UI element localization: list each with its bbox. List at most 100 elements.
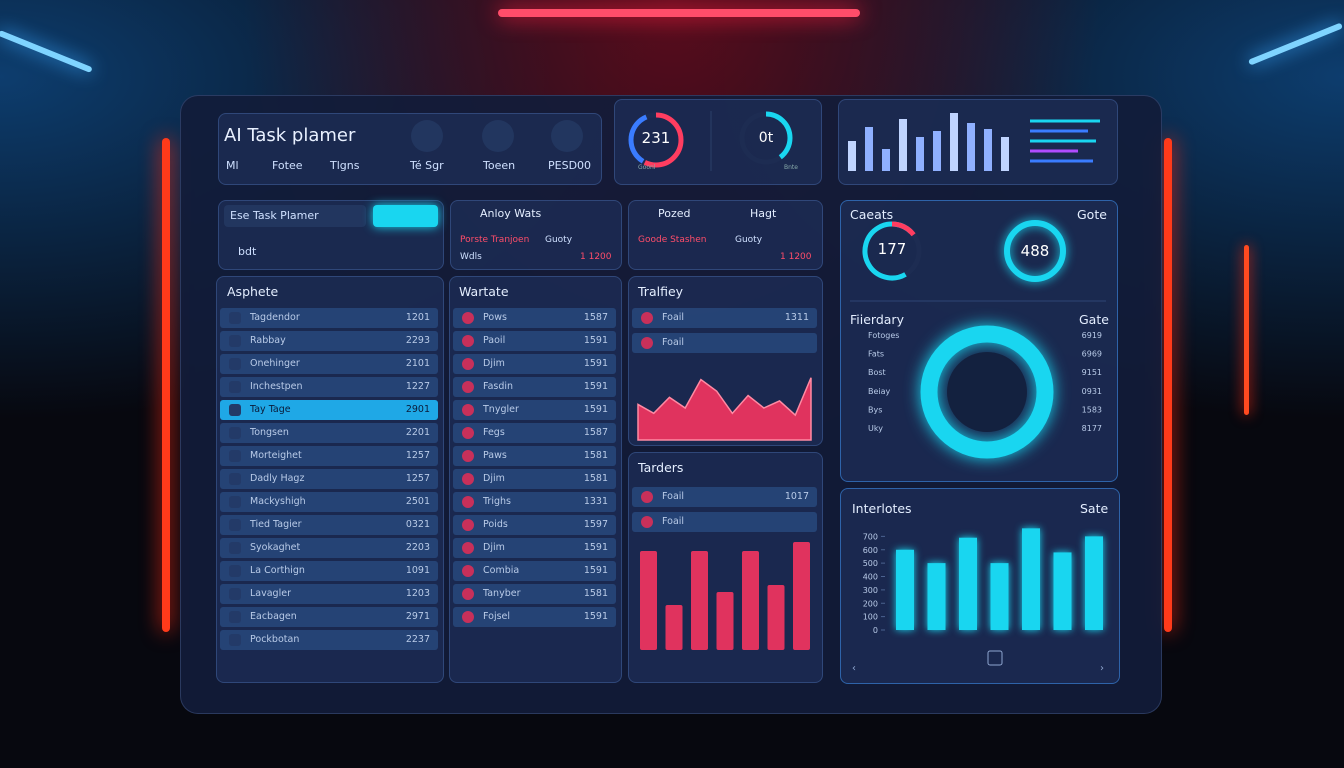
list-row[interactable]: Rabbay 2293 bbox=[220, 331, 438, 351]
filter-label[interactable]: bdt bbox=[238, 245, 257, 258]
list-row[interactable]: Foail 1311 bbox=[632, 308, 817, 328]
bar bbox=[691, 551, 708, 650]
row-name: Lavagler bbox=[250, 588, 291, 599]
list-row[interactable]: Trighs 1331 bbox=[453, 492, 616, 512]
bar bbox=[716, 592, 734, 650]
list-row[interactable]: Foail bbox=[632, 512, 817, 532]
bar bbox=[896, 549, 914, 630]
list-row[interactable]: Tied Tagier 0321 bbox=[220, 515, 438, 535]
bar bbox=[990, 563, 1009, 630]
list-name: Bost bbox=[868, 368, 886, 377]
list-row[interactable]: Dadly Hagz 1257 bbox=[220, 469, 438, 489]
row-icon bbox=[229, 450, 241, 462]
list-value: 9151 bbox=[1082, 368, 1102, 377]
neon-tr bbox=[1248, 22, 1343, 66]
row-name: Pows bbox=[483, 312, 507, 323]
list-row[interactable]: Fojsel 1591 bbox=[453, 607, 616, 627]
list-row[interactable]: Eacbagen 2971 bbox=[220, 607, 438, 627]
planner-field[interactable] bbox=[224, 205, 366, 227]
list-row[interactable]: Fasdin 1591 bbox=[453, 377, 616, 397]
row-value: 1591 bbox=[583, 542, 608, 553]
list-row[interactable]: Lavagler 1203 bbox=[220, 584, 438, 604]
list-row[interactable]: Foail 1017 bbox=[632, 487, 817, 507]
gauge-arc bbox=[628, 112, 684, 168]
row-name: Combia bbox=[483, 565, 520, 576]
list-row[interactable]: Tnygler 1591 bbox=[453, 400, 616, 420]
row-name: Foail bbox=[662, 516, 685, 527]
action-label: Toeen bbox=[483, 159, 516, 172]
row-name: La Corthign bbox=[250, 565, 305, 576]
list-row[interactable]: Mackyshigh 2501 bbox=[220, 492, 438, 512]
row-value: 0321 bbox=[405, 519, 430, 530]
tab[interactable]: Ml bbox=[226, 159, 239, 172]
bar bbox=[767, 585, 785, 650]
list-row[interactable]: Foail bbox=[632, 333, 817, 353]
row-name: Pockbotan bbox=[250, 634, 300, 645]
list-row[interactable]: Djim 1591 bbox=[453, 538, 616, 558]
list-name: Fotoges bbox=[868, 331, 899, 340]
row-name: Foail bbox=[662, 312, 685, 323]
bar-chart: ‹ › 0 100 200 300 400 500 600 700 bbox=[852, 528, 1104, 674]
row-value: 1591 bbox=[583, 381, 608, 392]
bar bbox=[1053, 552, 1072, 630]
action-icon[interactable] bbox=[551, 120, 583, 152]
list-row[interactable]: Tanyber 1581 bbox=[453, 584, 616, 604]
mini-bar bbox=[1001, 137, 1009, 171]
bar bbox=[665, 605, 683, 650]
row-name: Inchestpen bbox=[250, 381, 303, 392]
page-icon[interactable] bbox=[987, 650, 1003, 666]
action-icon[interactable] bbox=[411, 120, 443, 152]
neon-tl bbox=[0, 30, 93, 74]
action-icon[interactable] bbox=[482, 120, 514, 152]
list-row[interactable]: Paoil 1591 bbox=[453, 331, 616, 351]
row-value: 2237 bbox=[405, 634, 430, 645]
tab[interactable]: Fotee bbox=[272, 159, 303, 172]
list-row[interactable]: Paws 1581 bbox=[453, 446, 616, 466]
posted-row: Goode Stashen bbox=[638, 235, 707, 245]
activity-row: Porste Tranjoen bbox=[460, 235, 530, 245]
list-row[interactable]: Tay Tage 2901 bbox=[220, 400, 438, 420]
row-name: Fegs bbox=[483, 427, 505, 438]
ring-arc bbox=[1004, 220, 1066, 282]
list-row[interactable]: Djim 1581 bbox=[453, 469, 616, 489]
list-row[interactable]: Inchestpen 1227 bbox=[220, 377, 438, 397]
list-row[interactable]: Fegs 1587 bbox=[453, 423, 616, 443]
list-row[interactable]: Poids 1597 bbox=[453, 515, 616, 535]
list-row[interactable]: Morteighet 1257 bbox=[220, 446, 438, 466]
row-icon bbox=[229, 542, 241, 554]
list-row[interactable]: Djim 1591 bbox=[453, 354, 616, 374]
list-value: 0931 bbox=[1082, 387, 1102, 396]
prev-arrow[interactable]: ‹ bbox=[852, 663, 856, 674]
list-row[interactable]: Pockbotan 2237 bbox=[220, 630, 438, 650]
area-chart bbox=[637, 377, 812, 441]
row-icon bbox=[462, 450, 474, 462]
panel-right: Gote bbox=[1077, 207, 1107, 222]
row-icon bbox=[641, 516, 653, 528]
row-icon bbox=[641, 337, 653, 349]
mini-bar bbox=[984, 129, 992, 171]
row-icon bbox=[229, 565, 241, 577]
list-row[interactable]: Combia 1591 bbox=[453, 561, 616, 581]
planner-button[interactable] bbox=[373, 205, 438, 227]
next-arrow[interactable]: › bbox=[1100, 663, 1104, 674]
list-row[interactable]: Pows 1587 bbox=[453, 308, 616, 328]
tab[interactable]: Tlgns bbox=[330, 159, 360, 172]
list-row[interactable]: Syokaghet 2203 bbox=[220, 538, 438, 558]
list-row[interactable]: La Corthign 1091 bbox=[220, 561, 438, 581]
row-icon bbox=[229, 312, 241, 324]
row-value: 1201 bbox=[405, 312, 430, 323]
y-tick-label: 400 bbox=[863, 573, 878, 582]
row-icon bbox=[462, 427, 474, 439]
y-tick-label: 300 bbox=[863, 586, 878, 595]
row-icon bbox=[462, 404, 474, 416]
list-row[interactable]: Tongsen 2201 bbox=[220, 423, 438, 443]
panel-right: Sate bbox=[1080, 501, 1109, 516]
mini-bar bbox=[916, 137, 924, 171]
posted-action[interactable]: Hagt bbox=[750, 207, 777, 220]
list-row[interactable]: Tagdendor 1201 bbox=[220, 308, 438, 328]
panel-title: Tralfiey bbox=[638, 284, 684, 299]
list-row[interactable]: Onehinger 2101 bbox=[220, 354, 438, 374]
row-icon bbox=[462, 496, 474, 508]
row-name: Onehinger bbox=[250, 358, 300, 369]
row-icon bbox=[641, 491, 653, 503]
